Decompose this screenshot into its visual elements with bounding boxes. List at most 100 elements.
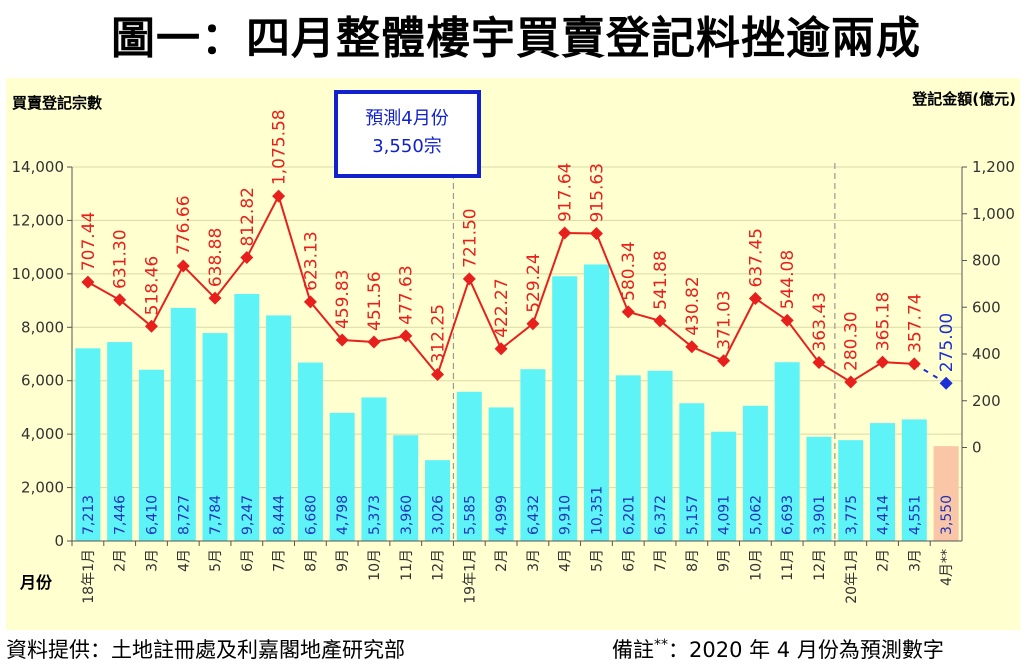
bar (679, 403, 705, 541)
bar (329, 412, 355, 541)
left-axis-title: 買賣登記宗數 (12, 94, 102, 112)
x-tick-label: 11月 (399, 549, 415, 581)
bar-value-label: 10,351 (589, 486, 605, 535)
value-point-label: 580.34 (619, 241, 639, 300)
bar (583, 264, 609, 541)
value-point-label: 312.25 (429, 304, 449, 363)
left-tick-label: 2,000 (21, 479, 64, 497)
value-point-label: 637.45 (746, 228, 766, 287)
value-point (653, 314, 667, 328)
x-tick-label: 4月 (176, 549, 192, 572)
note-label: 備註 (612, 638, 654, 662)
right-tick-label: 1,000 (972, 205, 1015, 223)
left-tick-label: 4,000 (21, 425, 64, 443)
x-tick-label: 2月 (113, 549, 129, 572)
x-tick-label: 11月 (780, 549, 796, 581)
value-point (907, 357, 921, 371)
bar-value-label: 4,091 (717, 495, 733, 535)
forecast-footnote: 備註**：2020 年 4 月份為預測數字 (612, 634, 944, 664)
x-axis-title: 月份 (19, 573, 53, 592)
bar (933, 446, 959, 541)
bar-value-label: 8,727 (176, 495, 192, 535)
value-point-label: 371.03 (715, 290, 735, 349)
x-tick-label: 6月 (240, 549, 256, 572)
forecast-callout-line1: 預測4月份 (365, 108, 448, 129)
bar (425, 460, 451, 541)
x-tick-label: 9月 (335, 549, 351, 572)
right-axis-title: 登記金額(億元) (911, 90, 1016, 108)
note-body: ：2020 年 4 月份為預測數字 (668, 638, 944, 662)
value-point (780, 313, 794, 327)
point-labels: 707.44 631.30 518.46 776.66 638.88 812.82 1,07… (79, 109, 957, 372)
bar-value-label: 4,999 (494, 495, 510, 535)
left-tick-label: 6,000 (21, 372, 64, 390)
value-point (367, 335, 381, 349)
x-tick-label: 6月 (621, 549, 637, 572)
bar-value-label: 4,798 (335, 495, 351, 535)
value-point (113, 293, 127, 307)
x-tick-label: 8月 (685, 549, 701, 572)
x-tick-label: 5月 (208, 549, 224, 572)
value-point (303, 295, 317, 309)
x-tick-label: 19年1月 (462, 549, 478, 604)
bar (138, 369, 164, 541)
bar-value-label: 6,410 (144, 495, 160, 535)
left-tick-label: 14,000 (12, 158, 65, 176)
value-point (558, 226, 572, 240)
value-point (685, 340, 699, 354)
value-point (462, 272, 476, 286)
x-tick-label: 4月 (558, 549, 574, 572)
x-tick-label: 20年1月 (844, 549, 860, 604)
value-point-label: 623.13 (301, 231, 321, 290)
bar (901, 419, 927, 541)
value-point (272, 189, 286, 203)
value-point-label: 915.63 (587, 163, 607, 222)
value-point (208, 291, 222, 305)
value-point-label: 812.82 (238, 187, 258, 246)
chart-title: 圖一：四月整體樓宇買賣登記料挫逾兩成 (111, 13, 921, 64)
value-point (240, 251, 254, 265)
bar (107, 342, 133, 541)
bar-value-label: 7,446 (113, 495, 129, 535)
x-tick-label: 5月 (589, 549, 605, 572)
x-tick-label: 7月 (272, 549, 288, 572)
forecast-point (939, 376, 953, 390)
value-point-label: 707.44 (79, 212, 99, 271)
value-point-label: 638.88 (206, 228, 226, 287)
x-axis-ticks: 18年1月 2月 3月 4月 5月 6月 7月 8月 9月 10月 11月 12月 19年1月 2月 3月 4… (71, 541, 955, 604)
bar-value-label: 4,551 (907, 495, 923, 535)
value-point (81, 275, 95, 289)
value-point (399, 329, 413, 343)
x-tick-label: 18年1月 (81, 549, 97, 604)
bar (615, 375, 641, 541)
bar-value-label: 6,372 (653, 495, 669, 535)
right-tick-label: 600 (972, 298, 1001, 316)
value-point (876, 355, 890, 369)
bar-value-label: 6,693 (780, 495, 796, 535)
bar (393, 435, 419, 541)
bar-value-label: 3,901 (812, 495, 828, 535)
bar (774, 362, 800, 541)
x-tick-label: 8月 (303, 549, 319, 572)
value-point-label: 917.64 (556, 163, 576, 222)
bar-value-label: 3,960 (399, 495, 415, 535)
bar-value-label: 8,444 (272, 495, 288, 535)
bar (742, 405, 768, 541)
value-point (589, 226, 603, 240)
right-tick-label: 0 (972, 439, 982, 457)
year-dividers (452, 163, 836, 541)
x-tick-label: 9月 (717, 549, 733, 572)
value-point (431, 368, 445, 382)
value-point-label: 365.18 (874, 292, 894, 351)
bar (647, 370, 673, 541)
x-tick-label: 12月 (812, 549, 828, 581)
bar (520, 369, 546, 541)
source-footnote: 資料提供：土地註冊處及利嘉閣地產研究部 (6, 638, 405, 662)
bar-value-label: 6,680 (303, 495, 319, 535)
value-point-label: 544.08 (778, 250, 798, 309)
value-point-label: 363.43 (810, 292, 830, 351)
value-point-label: 422.27 (492, 278, 512, 337)
value-point (621, 305, 635, 319)
value-point-label: 529.24 (524, 253, 544, 312)
